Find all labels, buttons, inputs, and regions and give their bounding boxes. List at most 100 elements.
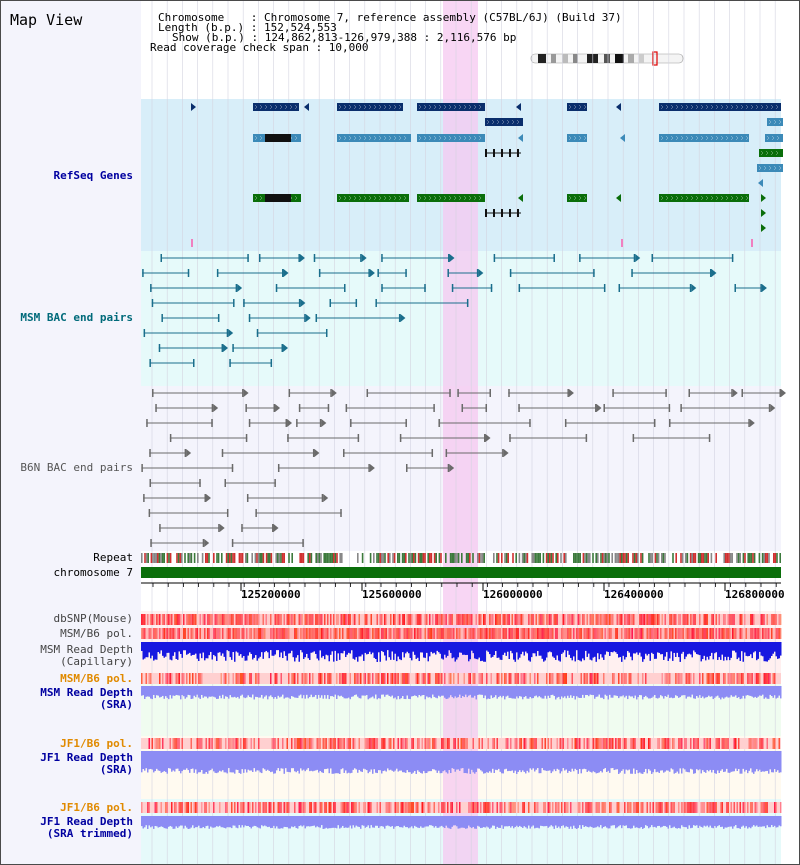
depth-bar <box>658 751 660 774</box>
heat-cell <box>603 802 605 813</box>
msm-read-depth-sra-track[interactable] <box>141 686 782 700</box>
depth-bar <box>154 686 156 699</box>
depth-bar <box>205 686 207 697</box>
repeat-track[interactable] <box>141 553 781 563</box>
heat-cell <box>451 614 453 625</box>
heat-cell <box>546 614 548 625</box>
depth-bar <box>300 686 302 695</box>
depth-bar <box>177 686 179 696</box>
repeat-element <box>715 553 717 563</box>
jf1-read-depth-sra-label[interactable]: JF1 Read Depth (SRA) <box>40 751 133 776</box>
heat-cell <box>715 614 717 625</box>
msm-read-depth-sra-label[interactable]: MSM Read Depth (SRA) <box>40 686 133 711</box>
highlight-region[interactable] <box>443 1 478 864</box>
window-title: Map View <box>10 11 83 29</box>
axis-tick-label: 126800000 <box>725 588 785 601</box>
heat-cell <box>424 673 426 684</box>
depth-bar <box>328 686 330 700</box>
dbsnp-label[interactable]: dbSNP(Mouse) <box>53 612 133 625</box>
jf1-b6-pol-track-1[interactable] <box>141 738 781 749</box>
heat-cell <box>333 738 335 749</box>
axis-tick-label: 125200000 <box>241 588 301 601</box>
depth-bar <box>721 751 723 770</box>
bac-end <box>398 314 401 322</box>
depth-bar <box>487 751 489 773</box>
bac-end <box>405 419 407 427</box>
depth-bar <box>274 816 276 829</box>
heat-cell <box>621 628 623 639</box>
depth-bar <box>558 751 560 770</box>
chromosome-bar[interactable] <box>141 567 781 578</box>
repeat-element <box>225 553 228 563</box>
heat-cell <box>505 738 507 749</box>
heat-cell <box>321 614 323 625</box>
depth-bar <box>448 816 450 829</box>
depth-bar <box>283 751 285 774</box>
depth-bar <box>570 816 572 827</box>
depth-bar <box>471 751 473 770</box>
msm-b6-pol-track-2[interactable] <box>141 673 781 684</box>
depth-bar <box>507 751 509 772</box>
depth-bar <box>510 751 512 772</box>
heat-cell <box>696 802 698 813</box>
msm-read-depth-capillary-track[interactable] <box>141 642 782 662</box>
chromosome-ideogram[interactable] <box>530 51 684 66</box>
heat-cell <box>414 628 416 639</box>
depth-bar <box>333 642 335 662</box>
msm-b6-pol-track-1[interactable] <box>141 628 782 639</box>
depth-bar <box>511 751 513 771</box>
jf1-b6-pol-label-1[interactable]: JF1/B6 pol. <box>60 737 133 750</box>
depth-bar <box>565 751 567 770</box>
heat-cell <box>324 738 326 749</box>
depth-bar <box>232 751 234 773</box>
heat-cell <box>624 673 626 684</box>
depth-bar <box>468 816 470 826</box>
depth-bar <box>520 642 522 655</box>
repeat-element <box>672 553 674 563</box>
heat-cell <box>309 673 311 684</box>
depth-bar <box>324 642 326 660</box>
msm-read-depth-capillary-label[interactable]: MSM Read Depth (Capillary) <box>40 643 133 668</box>
depth-bar <box>142 642 144 660</box>
heat-cell <box>556 738 558 749</box>
repeat-element <box>438 553 441 563</box>
jf1-read-depth-trimmed-track[interactable] <box>141 816 782 829</box>
heat-cell <box>177 738 179 749</box>
jf1-b6-pol-track-2[interactable] <box>141 802 782 813</box>
chromosome-label[interactable]: chromosome 7 <box>53 566 133 579</box>
heat-cell <box>480 802 482 813</box>
depth-bar <box>174 686 176 696</box>
bac-end <box>211 419 213 427</box>
depth-bar <box>556 686 558 698</box>
depth-bar <box>667 642 669 661</box>
heat-cell <box>217 614 219 625</box>
depth-bar <box>676 751 678 772</box>
heat-cell <box>369 738 371 749</box>
jf1-b6-pol-label-2[interactable]: JF1/B6 pol. <box>60 801 133 814</box>
depth-bar <box>696 642 698 655</box>
depth-bar <box>148 686 150 697</box>
b6n-bac-track[interactable] <box>141 389 786 547</box>
msm-b6-pol-label-1[interactable]: MSM/B6 pol. <box>60 627 133 640</box>
heat-cell <box>466 614 468 625</box>
depth-bar <box>598 686 600 695</box>
strand-arrow <box>269 104 273 110</box>
refseq-genes-track[interactable] <box>191 103 783 247</box>
heat-cell <box>177 673 179 684</box>
depth-bar <box>742 686 744 696</box>
refseq-genes-label[interactable]: RefSeq Genes <box>53 169 133 182</box>
depth-bar <box>610 816 612 826</box>
heat-cell <box>168 673 170 684</box>
b6n-bac-label[interactable]: B6N BAC end pairs <box>20 461 133 474</box>
depth-bar <box>663 816 665 826</box>
msm-bac-track[interactable] <box>142 254 767 367</box>
jf1-read-depth-sra-track[interactable] <box>141 751 782 774</box>
repeat-label[interactable]: Repeat <box>93 551 133 564</box>
msm-b6-pol-label-2[interactable]: MSM/B6 pol. <box>60 672 133 685</box>
depth-bar <box>709 642 711 656</box>
dbsnp-track[interactable] <box>141 614 782 625</box>
msm-bac-label[interactable]: MSM BAC end pairs <box>20 311 133 324</box>
jf1-read-depth-trimmed-label[interactable]: JF1 Read Depth (SRA trimmed) <box>40 815 133 840</box>
repeat-element <box>600 553 602 563</box>
